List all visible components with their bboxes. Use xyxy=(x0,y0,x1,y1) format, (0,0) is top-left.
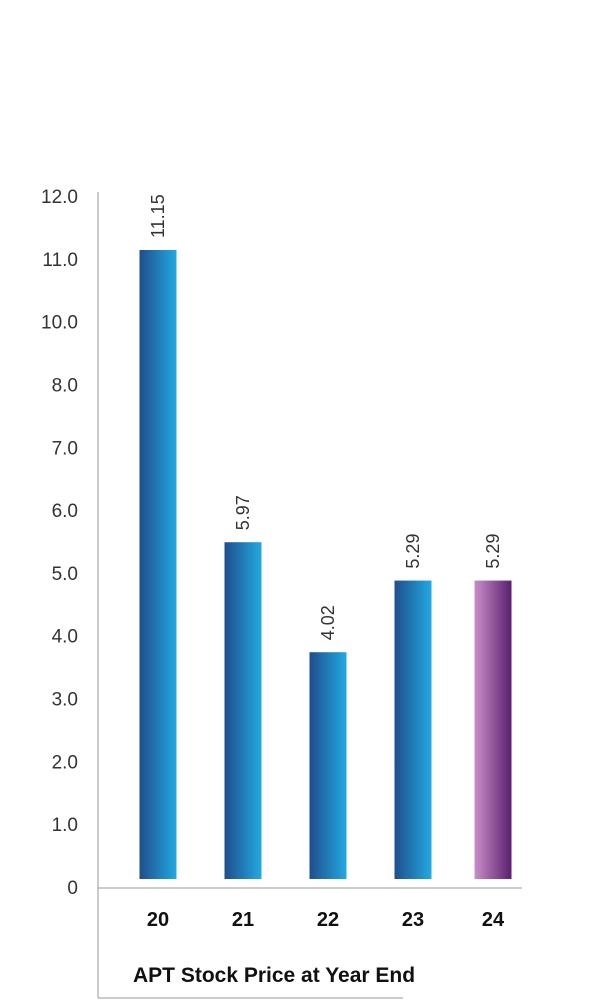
y-tick-label: 0 xyxy=(67,878,78,899)
x-tick-label: 24 xyxy=(482,909,505,931)
chart-title: APT Stock Price at Year End xyxy=(133,964,415,987)
bar-22 xyxy=(309,652,347,879)
bar-21 xyxy=(224,542,262,879)
y-axis-ticks: 0 1.0 2.0 3.0 4.0 5.0 6.0 7.0 8.0 10.0 11.0 12.0 xyxy=(41,187,78,899)
x-tick-label: 21 xyxy=(232,909,254,931)
x-tick-label: 20 xyxy=(147,909,169,931)
data-label-23: 5.29 xyxy=(403,534,423,569)
y-tick-label: 4.0 xyxy=(52,627,78,648)
data-label-21: 5.97 xyxy=(233,495,253,530)
data-label-24: 5.29 xyxy=(483,534,503,569)
data-labels: 11.15 5.97 4.02 5.29 5.29 xyxy=(148,194,503,640)
y-tick-label: 12.0 xyxy=(41,187,78,208)
y-tick-label: 1.0 xyxy=(52,815,78,836)
data-label-20: 11.15 xyxy=(148,194,168,238)
y-tick-label: 11.0 xyxy=(42,250,78,271)
x-tick-label: 22 xyxy=(317,909,339,931)
y-tick-label: 7.0 xyxy=(52,438,78,459)
bar-24 xyxy=(474,580,512,879)
bar-20 xyxy=(139,250,177,879)
y-tick-label: 5.0 xyxy=(52,564,78,585)
y-tick-label: 10.0 xyxy=(41,313,78,334)
bars xyxy=(139,250,512,879)
x-tick-label: 23 xyxy=(402,909,424,931)
x-axis-labels: 20 21 22 23 24 xyxy=(147,909,505,931)
y-tick-label: 2.0 xyxy=(52,752,78,773)
y-tick-label: 3.0 xyxy=(52,690,78,711)
y-tick-label: 6.0 xyxy=(52,501,78,522)
y-tick-label: 8.0 xyxy=(52,375,78,396)
data-label-22: 4.02 xyxy=(318,605,338,640)
bar-23 xyxy=(394,580,432,879)
